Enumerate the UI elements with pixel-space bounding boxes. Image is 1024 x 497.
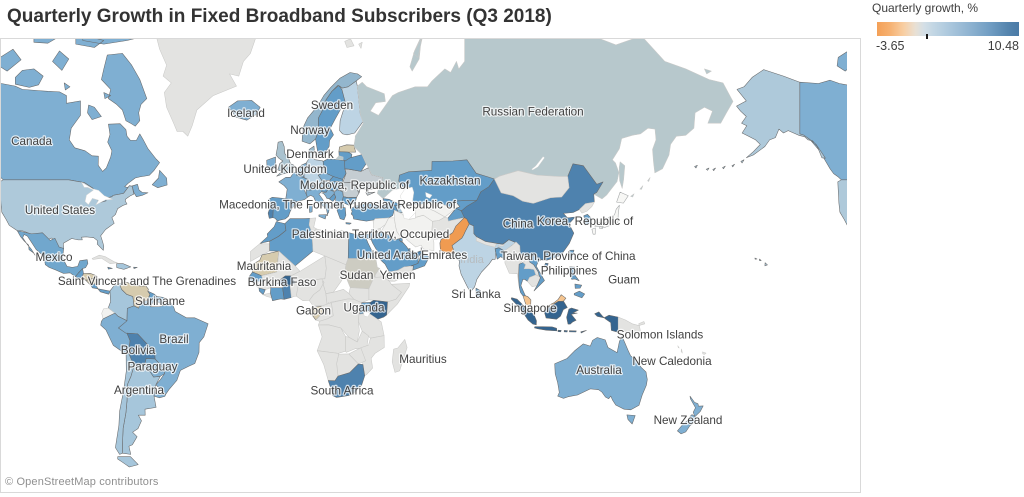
svg-text:Macedonia, The Former Yugoslav: Macedonia, The Former Yugoslav Republic …: [219, 198, 456, 211]
svg-text:Sweden: Sweden: [311, 99, 353, 112]
svg-text:Suriname: Suriname: [135, 295, 185, 308]
svg-text:Burkina Faso: Burkina Faso: [248, 276, 317, 289]
svg-text:Singapore: Singapore: [503, 302, 556, 315]
svg-text:Brazil: Brazil: [159, 333, 188, 346]
svg-text:Sudan: Sudan: [340, 269, 374, 282]
svg-text:United Kingdom: United Kingdom: [243, 163, 326, 176]
svg-text:Mexico: Mexico: [35, 251, 73, 264]
svg-text:Mauritania: Mauritania: [237, 260, 292, 273]
svg-text:Kazakhstan: Kazakhstan: [419, 175, 480, 188]
svg-text:Solomon Islands: Solomon Islands: [617, 328, 704, 341]
svg-text:Guam: Guam: [608, 274, 640, 287]
svg-text:Canada: Canada: [11, 135, 52, 148]
svg-text:Norway: Norway: [290, 124, 330, 137]
svg-text:Taiwan, Province of China: Taiwan, Province of China: [500, 250, 636, 263]
svg-text:Iceland: Iceland: [227, 107, 265, 120]
svg-text:Sri Lanka: Sri Lanka: [451, 288, 501, 301]
svg-text:Russian Federation: Russian Federation: [482, 106, 583, 119]
svg-text:New Zealand: New Zealand: [654, 414, 723, 427]
svg-text:United Arab Emirates: United Arab Emirates: [357, 249, 468, 262]
svg-text:Gabon: Gabon: [296, 305, 331, 318]
svg-text:Paraguay: Paraguay: [127, 361, 177, 374]
svg-text:Philippines: Philippines: [541, 265, 598, 278]
svg-text:Uganda: Uganda: [344, 302, 385, 315]
svg-text:Denmark: Denmark: [286, 148, 334, 161]
svg-text:Mauritius: Mauritius: [399, 353, 447, 366]
svg-text:United States: United States: [25, 204, 95, 217]
svg-text:Yemen: Yemen: [380, 269, 416, 282]
svg-text:Saint Vincent and The Grenadin: Saint Vincent and The Grenadines: [58, 275, 236, 288]
svg-text:Australia: Australia: [576, 364, 622, 377]
svg-text:China: China: [503, 218, 534, 231]
svg-text:Palestinian Territory, Occupie: Palestinian Territory, Occupied: [292, 228, 449, 241]
svg-text:Korea, Republic of: Korea, Republic of: [537, 215, 634, 228]
svg-text:India: India: [460, 254, 485, 266]
svg-text:Moldova, Republic of: Moldova, Republic of: [300, 179, 410, 192]
svg-text:Argentina: Argentina: [114, 384, 165, 397]
svg-text:Bolivia: Bolivia: [121, 344, 156, 357]
svg-text:South Africa: South Africa: [310, 385, 374, 398]
svg-text:New Caledonia: New Caledonia: [632, 355, 712, 368]
